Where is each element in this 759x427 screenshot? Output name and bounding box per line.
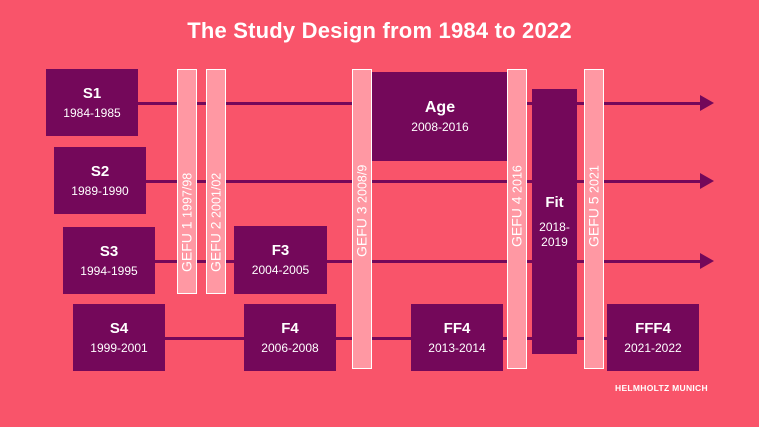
study-box-s1: S1 1984-1985: [46, 69, 138, 136]
study-years: 2004-2005: [251, 263, 310, 277]
timeline-arrow-3-icon: [700, 253, 714, 269]
study-name: Age: [424, 98, 456, 116]
study-name: S3: [99, 242, 119, 260]
gefu-name: GEFU 4: [508, 196, 525, 247]
timeline-line-3: [155, 260, 707, 263]
helmholtz-logo: HELMHOLTZ MUNICH: [615, 383, 708, 393]
gefu-label: GEFU 2 2001/02: [207, 172, 224, 272]
study-name: F4: [281, 319, 299, 337]
study-years: 2013-2014: [428, 340, 486, 355]
study-name: Fit: [545, 193, 564, 211]
gefu-label: GEFU 1 1997/98: [178, 172, 195, 272]
study-years: 1984-1985: [63, 105, 121, 120]
gefu-label: GEFU 3 2008/9: [353, 164, 370, 257]
gefu-bar-5: GEFU 5 2021: [584, 69, 604, 369]
timeline-arrow-2-icon: [700, 173, 714, 189]
study-name: FF4: [443, 319, 471, 337]
gefu-bar-3: GEFU 3 2008/9: [352, 69, 372, 369]
study-years: 2008-2016: [411, 119, 469, 134]
study-years-line2: 2019: [541, 234, 568, 249]
study-box-s3: S3 1994-1995: [63, 227, 155, 294]
study-name: FFF4: [635, 319, 671, 337]
gefu-label: GEFU 4 2016: [508, 165, 525, 247]
gefu-years: 2008/9: [355, 164, 370, 203]
study-name: S2: [90, 162, 110, 180]
gefu-name: GEFU 5: [585, 196, 602, 247]
study-name: S1: [82, 84, 102, 102]
gefu-years: 2021: [587, 165, 602, 193]
gefu-name: GEFU 3: [353, 206, 370, 257]
gefu-years: 2001/02: [209, 172, 224, 218]
study-years: 1989-1990: [71, 183, 129, 198]
study-box-s2: S2 1989-1990: [54, 147, 146, 214]
gefu-bar-1: GEFU 1 1997/98: [177, 69, 197, 294]
timeline-arrow-1-icon: [700, 95, 714, 111]
gefu-bar-2: GEFU 2 2001/02: [206, 69, 226, 294]
gefu-name: GEFU 1: [178, 221, 195, 272]
study-years: 2021-2022: [624, 340, 682, 355]
study-name: F3: [271, 242, 290, 259]
study-name: S4: [109, 319, 129, 337]
study-box-age: Age 2008-2016: [358, 72, 522, 161]
study-years: 1999-2001: [90, 340, 148, 355]
study-box-fff4: FFF4 2021-2022: [607, 304, 699, 371]
study-box-f4: F4 2006-2008: [244, 304, 336, 371]
slide-title: The Study Design from 1984 to 2022: [187, 18, 572, 43]
study-years: 2018- 2019: [539, 220, 570, 250]
gefu-label: GEFU 5 2021: [585, 165, 602, 247]
study-years-line1: 2018-: [539, 219, 570, 234]
timeline-line-2: [146, 180, 707, 183]
study-years: 2006-2008: [261, 340, 319, 355]
study-box-fit: Fit 2018- 2019: [532, 89, 577, 354]
gefu-bar-4: GEFU 4 2016: [507, 69, 527, 369]
gefu-name: GEFU 2: [207, 221, 224, 272]
study-years: 1994-1995: [80, 263, 138, 278]
gefu-years: 2016: [510, 165, 525, 193]
gefu-years: 1997/98: [180, 172, 195, 218]
study-box-s4: S4 1999-2001: [73, 304, 165, 371]
study-box-ff4: FF4 2013-2014: [411, 304, 503, 371]
study-box-f3: F3 2004-2005: [234, 226, 327, 294]
